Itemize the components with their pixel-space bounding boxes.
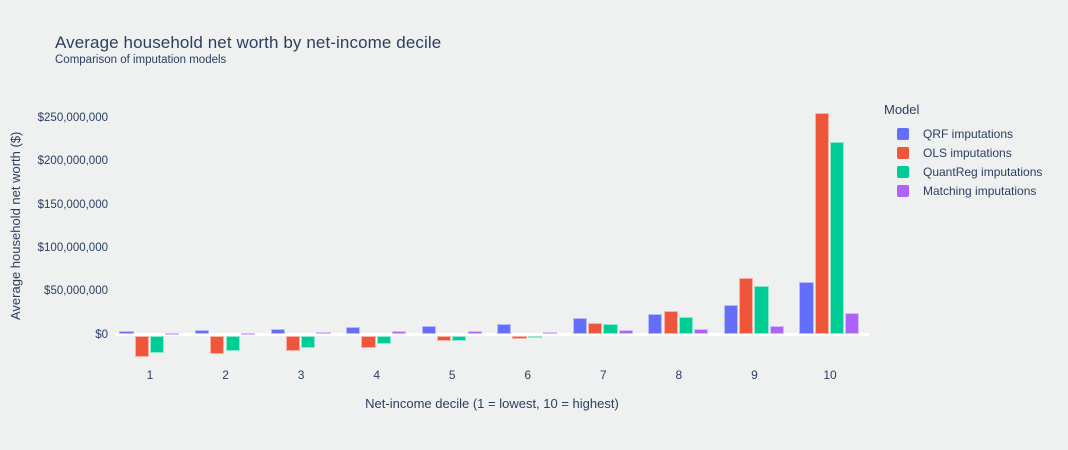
bar-qrf-imputations-decile-2[interactable] [194, 329, 210, 335]
x-tick-label-decile-8: 8 [675, 368, 683, 382]
bar-matching-imputations-decile-3[interactable] [316, 332, 331, 335]
bar-matching-imputations-decile-2[interactable] [240, 332, 256, 335]
legend-item-label: Matching imputations [923, 183, 1037, 198]
bar-matching-imputations-decile-5[interactable] [467, 331, 482, 335]
x-tick-label-decile-2: 2 [222, 368, 229, 382]
legend-item-label: QRF imputations [923, 126, 1014, 141]
bar-quantreg-imputations-decile-1[interactable] [150, 335, 165, 354]
bar-matching-imputations-decile-7[interactable] [618, 330, 633, 335]
legend-item-matching-imputations[interactable]: Matching imputations [884, 181, 1068, 200]
bar-qrf-imputations-decile-5[interactable] [421, 325, 436, 335]
legend-swatch-icon [897, 165, 909, 178]
y-tick-label: $150,000,000 [37, 198, 108, 211]
bar-quantreg-imputations-decile-8[interactable] [678, 317, 694, 335]
bar-quantreg-imputations-decile-9[interactable] [754, 286, 769, 335]
bar-qrf-imputations-decile-6[interactable] [497, 323, 512, 335]
y-tick-label: $50,000,000 [44, 285, 108, 298]
y-tick-label: $0 [95, 328, 108, 341]
legend-item-ols-imputations[interactable]: OLS imputations [884, 143, 1068, 162]
bar-ols-imputations-decile-2[interactable] [210, 335, 225, 354]
x-tick-label-decile-10: 10 [823, 368, 837, 382]
bar-quantreg-imputations-decile-10[interactable] [830, 142, 845, 335]
legend-item-label: OLS imputations [923, 145, 1012, 160]
x-tick-label-decile-3: 3 [297, 368, 305, 382]
bar-qrf-imputations-decile-8[interactable] [648, 314, 663, 335]
legend-item-label: QuantReg imputations [923, 164, 1043, 179]
bar-qrf-imputations-decile-10[interactable] [799, 282, 814, 335]
x-tick-label-decile-6: 6 [524, 368, 532, 382]
bar-ols-imputations-decile-9[interactable] [739, 277, 754, 335]
legend-swatch-icon [897, 184, 909, 197]
bar-qrf-imputations-decile-7[interactable] [572, 317, 587, 335]
bar-qrf-imputations-decile-1[interactable] [119, 331, 134, 335]
bar-matching-imputations-decile-9[interactable] [769, 325, 784, 335]
bar-matching-imputations-decile-6[interactable] [543, 331, 558, 335]
bar-quantreg-imputations-decile-2[interactable] [225, 335, 240, 351]
bar-qrf-imputations-decile-4[interactable] [346, 327, 361, 335]
bar-quantreg-imputations-decile-5[interactable] [452, 335, 467, 341]
bar-qrf-imputations-decile-9[interactable] [723, 304, 739, 335]
legend-swatch-icon [897, 127, 909, 140]
bar-quantreg-imputations-decile-4[interactable] [376, 335, 391, 345]
bar-quantreg-imputations-decile-6[interactable] [527, 335, 542, 338]
legend-swatch-icon [897, 146, 909, 159]
bar-quantreg-imputations-decile-3[interactable] [301, 335, 316, 349]
x-tick-label-decile-1: 1 [146, 368, 154, 382]
bar-qrf-imputations-decile-3[interactable] [270, 328, 285, 335]
y-tick-label: $100,000,000 [37, 242, 108, 254]
y-tick-label: $250,000,000 [37, 111, 108, 124]
bar-ols-imputations-decile-1[interactable] [134, 335, 149, 357]
bar-ols-imputations-decile-7[interactable] [588, 323, 603, 335]
zero-baseline [115, 333, 869, 336]
x-axis-title: Net-income decile (1 = lowest, 10 = high… [365, 396, 619, 411]
legend-items: QRF imputations OLS imputations QuantReg i… [884, 124, 1068, 200]
legend: Model QRF imputations OLS imputations Quan… [884, 102, 1068, 200]
x-tick-label-decile-4: 4 [373, 368, 380, 382]
x-tick-label-decile-5: 5 [448, 368, 456, 382]
legend-item-quantreg-imputations[interactable]: QuantReg imputations [884, 162, 1068, 181]
chart-subtitle: Comparison of imputation models [55, 54, 227, 66]
bar-matching-imputations-decile-1[interactable] [165, 333, 180, 336]
bar-matching-imputations-decile-8[interactable] [694, 328, 709, 335]
y-tick-label: $200,000,000 [37, 155, 108, 168]
bar-ols-imputations-decile-10[interactable] [814, 112, 829, 335]
x-tick-label-decile-7: 7 [599, 368, 607, 382]
chart-title: Average household net worth by net-incom… [55, 33, 442, 52]
bar-ols-imputations-decile-8[interactable] [663, 310, 678, 335]
x-tick-label-decile-9: 9 [751, 368, 758, 382]
bar-ols-imputations-decile-3[interactable] [285, 335, 300, 351]
legend-title: Model [884, 102, 920, 117]
bar-quantreg-imputations-decile-7[interactable] [603, 324, 618, 335]
bar-ols-imputations-decile-5[interactable] [436, 335, 452, 341]
bar-ols-imputations-decile-4[interactable] [361, 335, 376, 349]
legend-item-qrf-imputations[interactable]: QRF imputations [884, 124, 1068, 143]
bar-ols-imputations-decile-6[interactable] [512, 335, 527, 340]
bar-matching-imputations-decile-10[interactable] [845, 313, 860, 335]
bar-matching-imputations-decile-4[interactable] [391, 331, 407, 335]
